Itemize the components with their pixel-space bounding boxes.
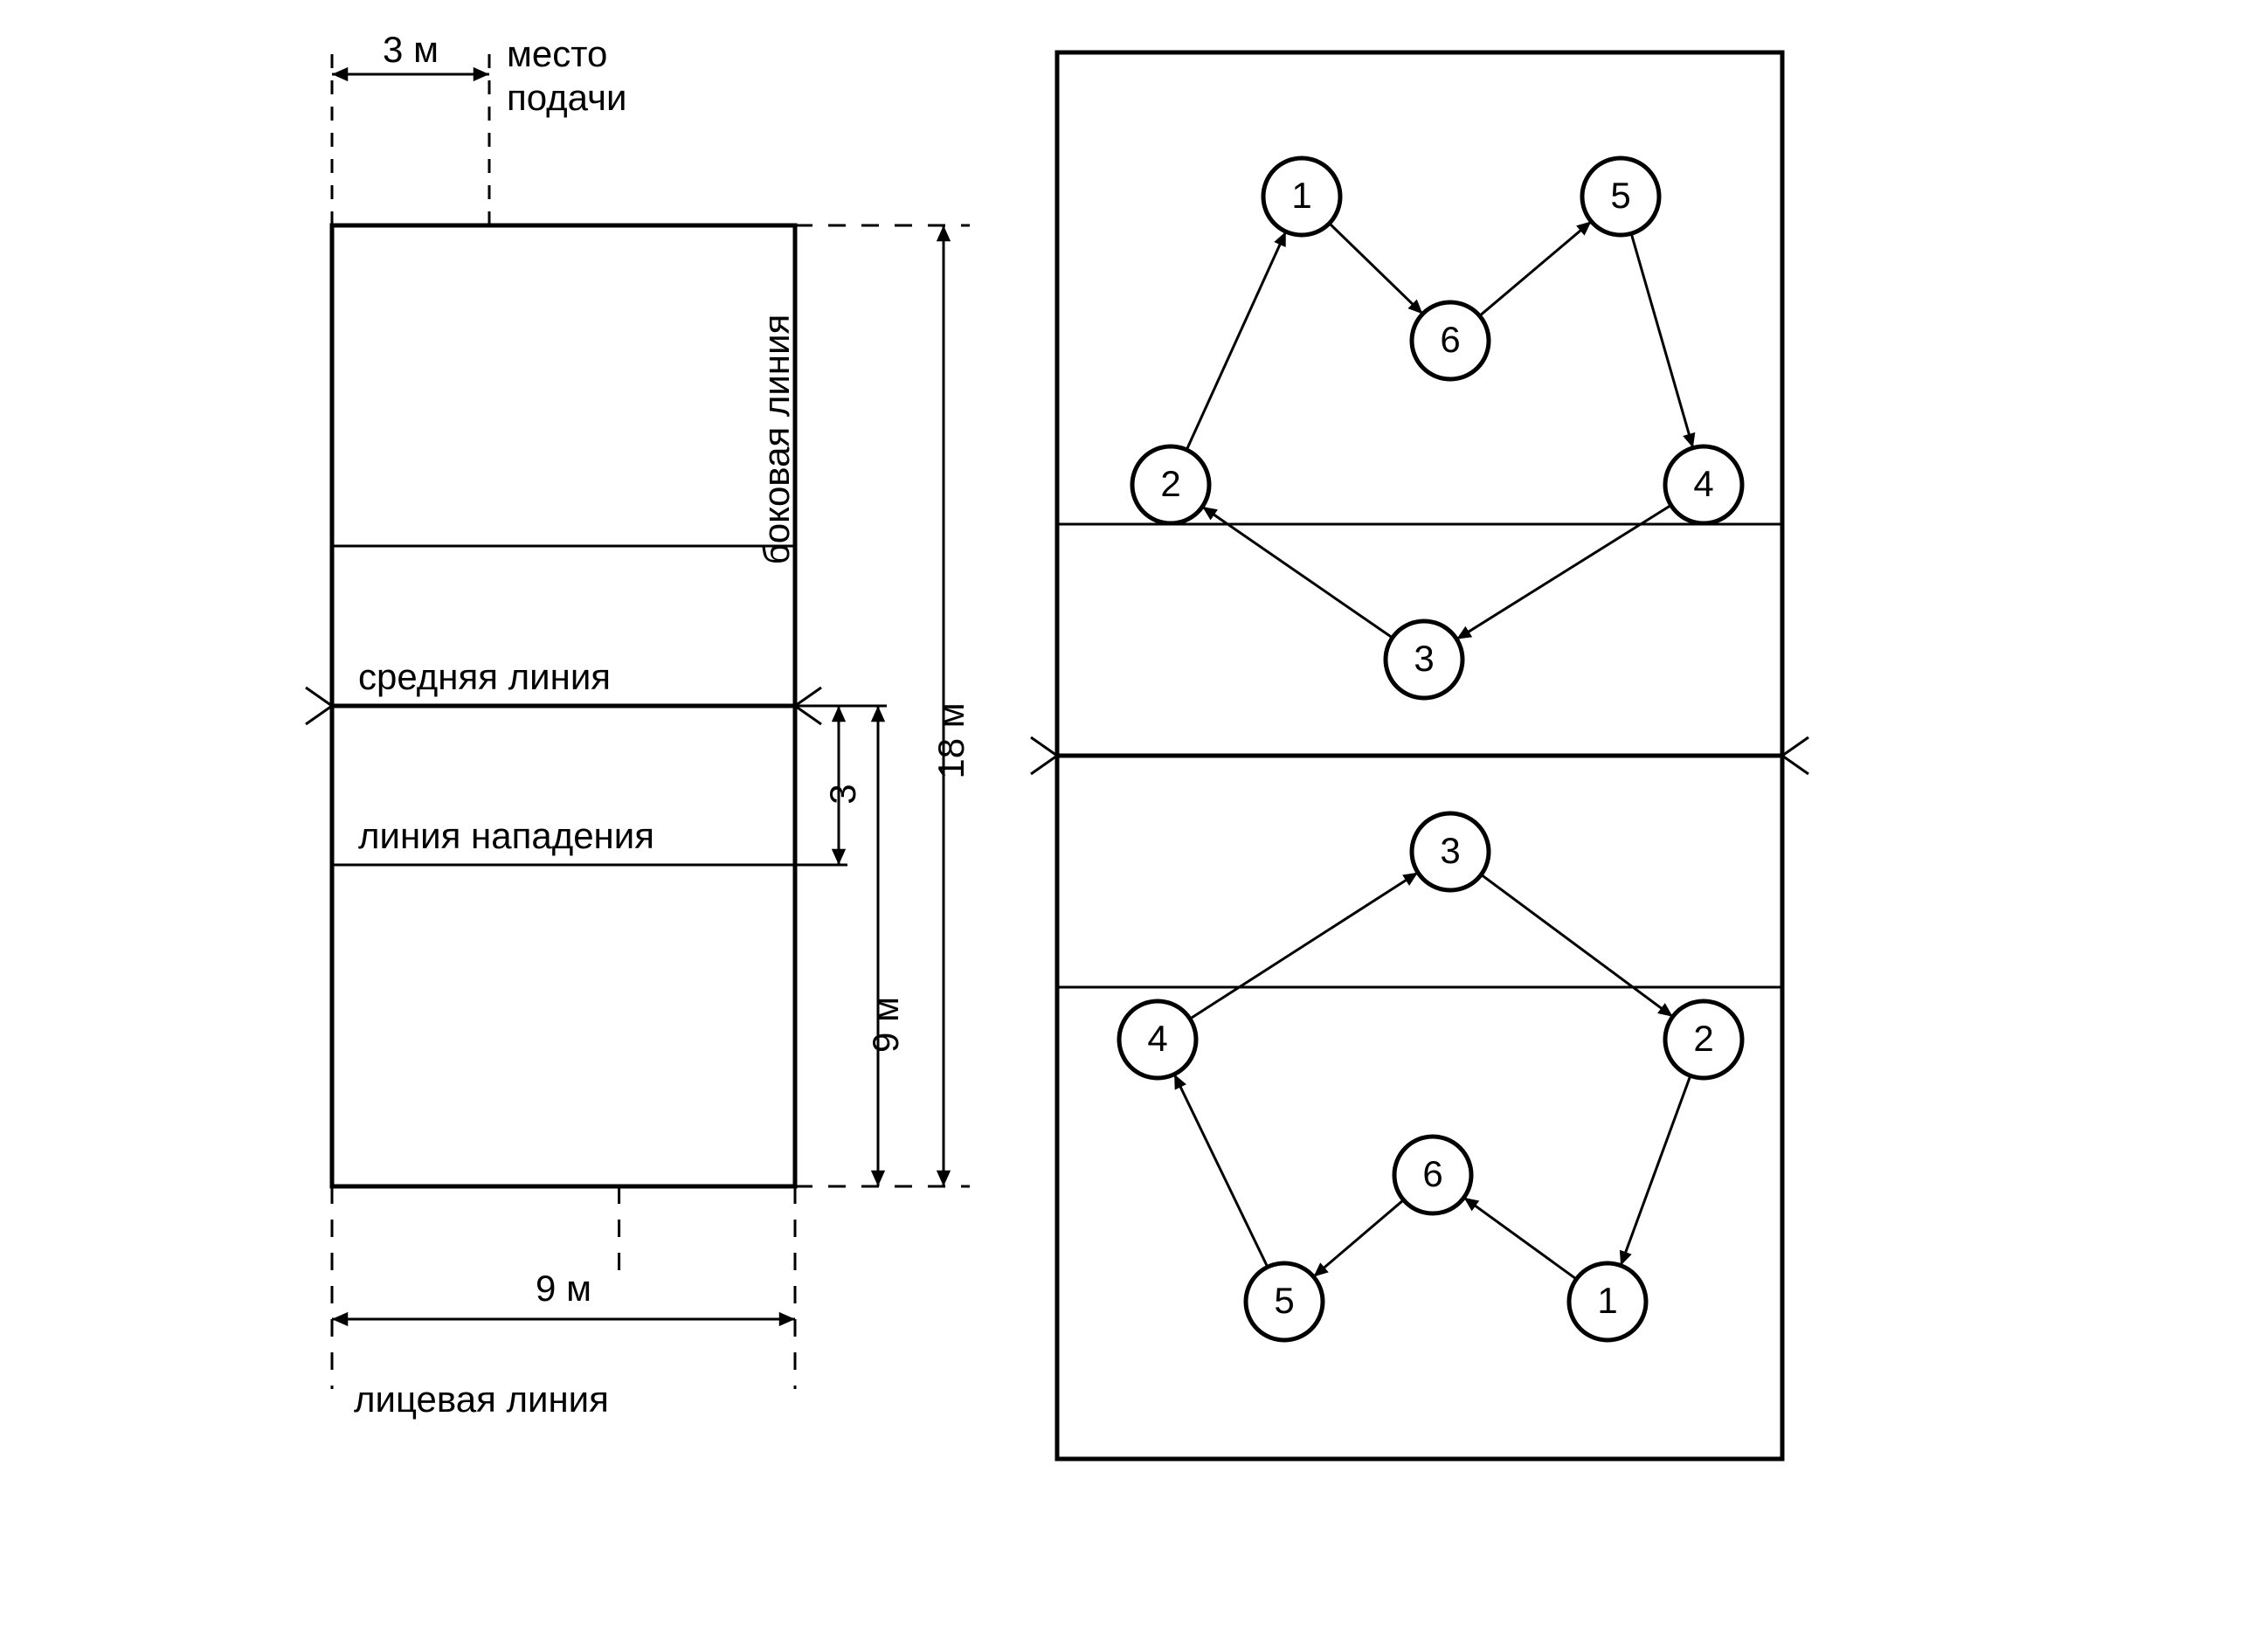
label-serve-2: подачи: [507, 77, 626, 118]
dim-9m: 9 м: [536, 1268, 591, 1309]
dim-18m: 18 м: [930, 702, 972, 778]
label-side-line: боковая линия: [756, 314, 797, 565]
dim-3m: 3 м: [383, 29, 439, 70]
player-label-bot-3: 3: [1440, 830, 1460, 871]
player-label-top-3: 3: [1414, 638, 1434, 679]
player-label-bot-2: 2: [1693, 1018, 1713, 1059]
rotation-top: [1132, 158, 1742, 698]
label-end-line: лицевая линия: [354, 1379, 609, 1420]
player-label-top-1: 1: [1291, 175, 1311, 216]
dim-9m-v: 9 м: [865, 997, 906, 1053]
player-label-top-2: 2: [1160, 463, 1180, 504]
dim-3: 3: [822, 784, 863, 804]
label-mid-line: средняя линия: [358, 656, 611, 697]
label-serve-1: место: [507, 33, 607, 74]
player-label-top-4: 4: [1693, 463, 1713, 504]
player-label-bot-5: 5: [1274, 1280, 1294, 1321]
label-attack-line: линия нападения: [358, 815, 654, 856]
player-label-bot-6: 6: [1422, 1153, 1442, 1194]
player-label-top-5: 5: [1610, 175, 1630, 216]
rotation-bot: [1119, 813, 1742, 1340]
player-label-top-6: 6: [1440, 319, 1460, 360]
player-label-bot-4: 4: [1147, 1018, 1167, 1059]
player-label-bot-1: 1: [1597, 1280, 1617, 1321]
